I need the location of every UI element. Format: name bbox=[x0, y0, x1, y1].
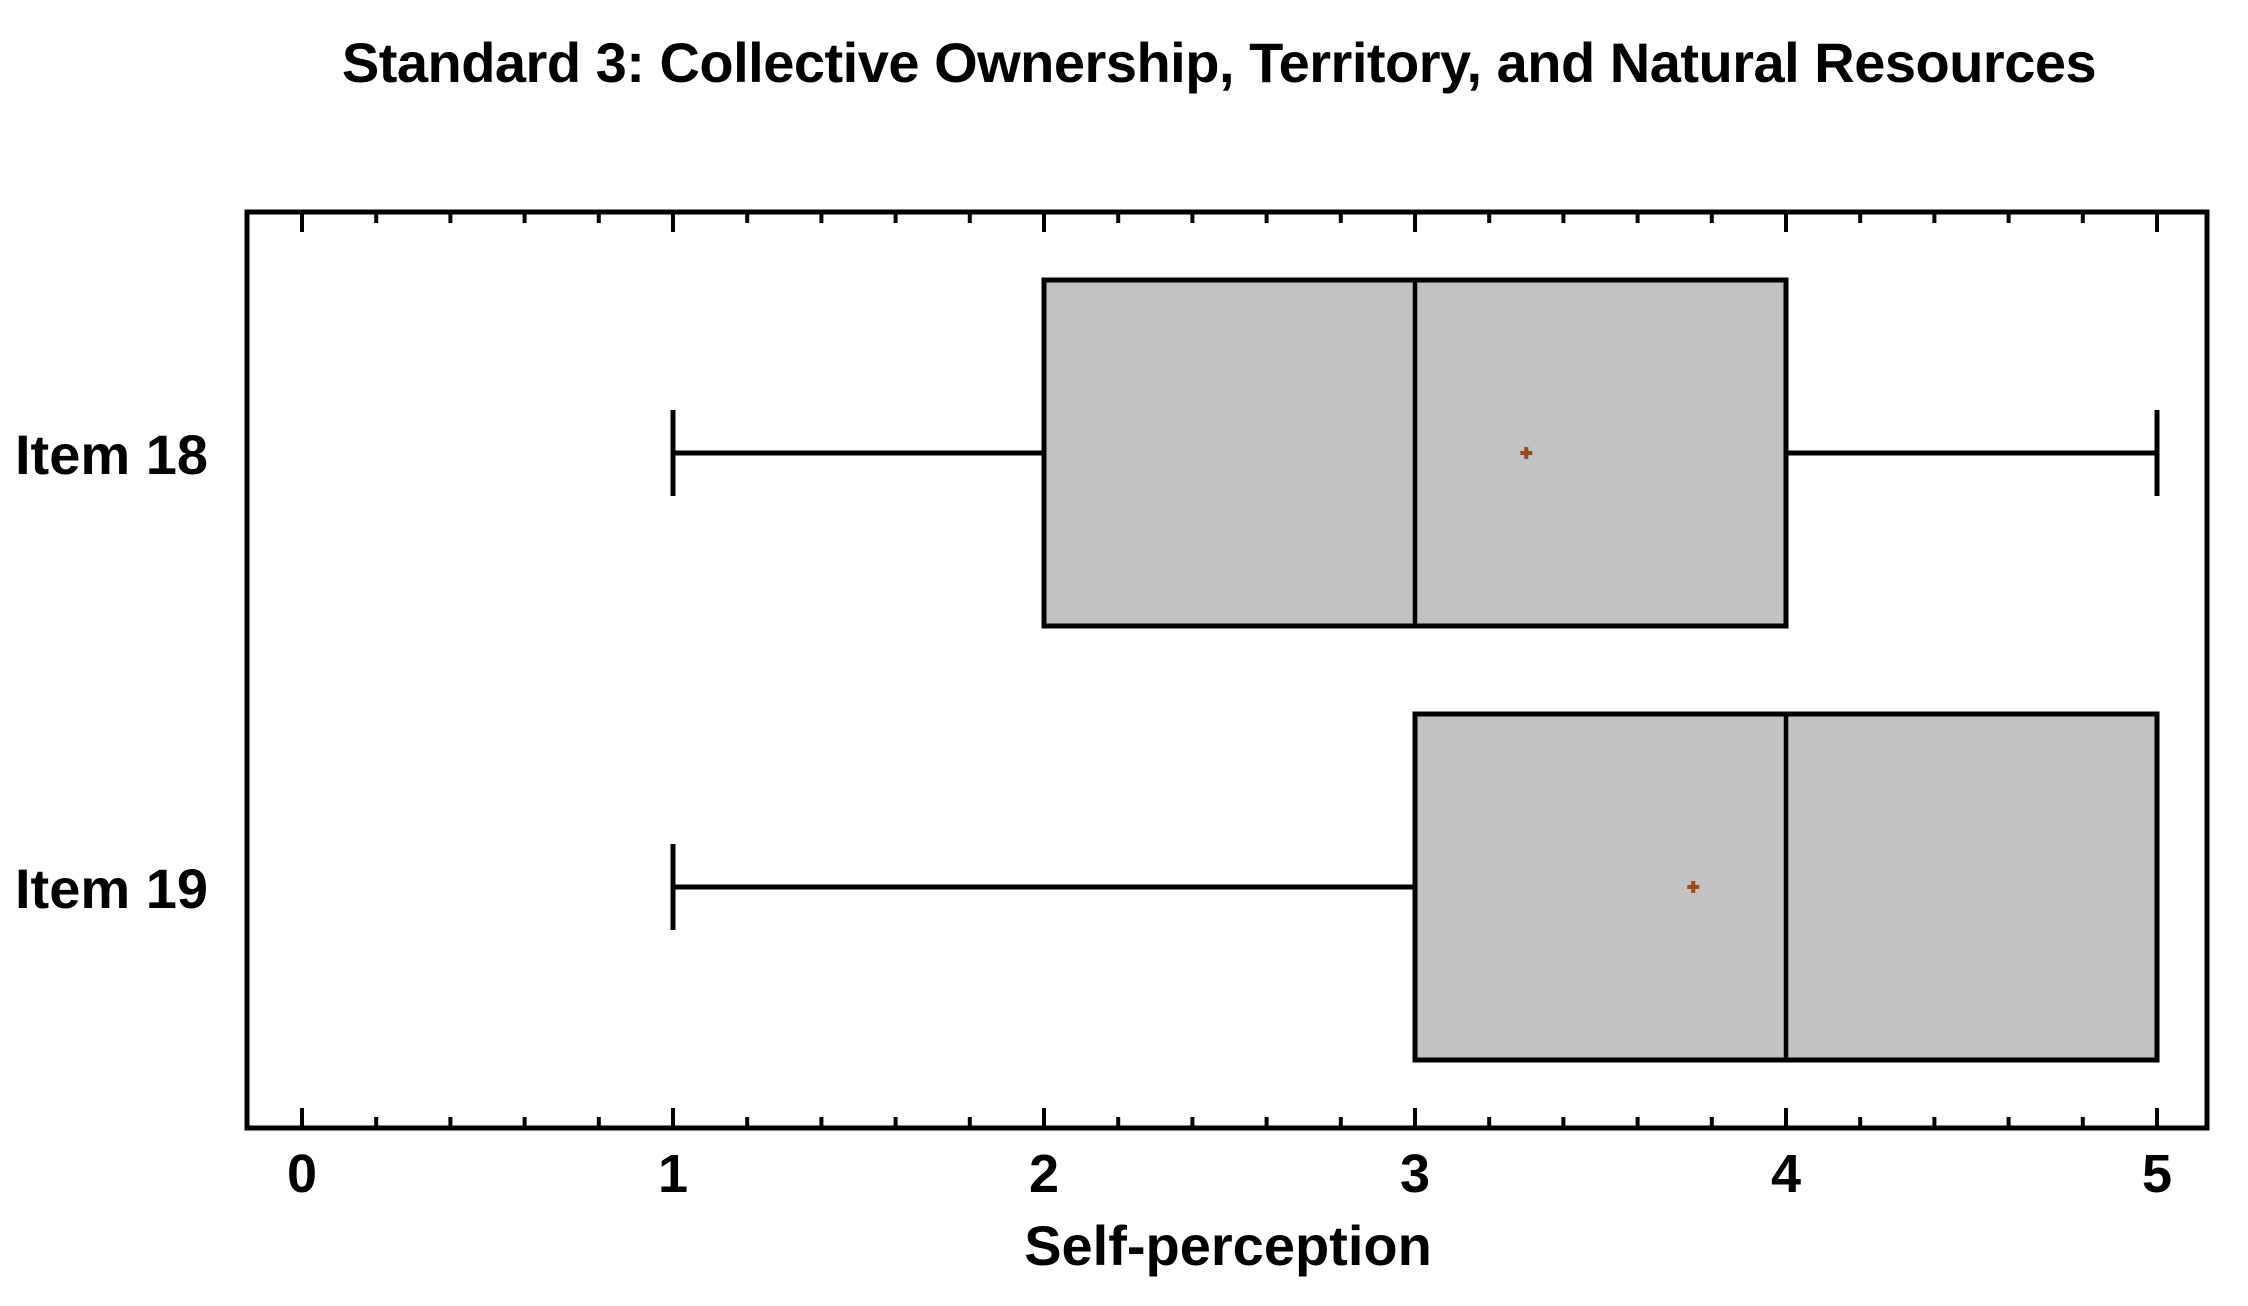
x-tick-label: 5 bbox=[2142, 1144, 2172, 1204]
category-label: Item 18 bbox=[15, 423, 208, 486]
plot-border bbox=[244, 209, 2210, 1131]
mean-marker bbox=[1520, 447, 1533, 459]
mean-marker bbox=[1687, 881, 1700, 893]
x-tick-label: 0 bbox=[287, 1144, 317, 1204]
category-label: Item 19 bbox=[15, 857, 208, 920]
x-tick-label: 3 bbox=[1400, 1144, 1430, 1204]
chart-title: Standard 3: Collective Ownership, Territ… bbox=[342, 31, 2096, 94]
x-tick-label: 2 bbox=[1029, 1144, 1059, 1204]
x-axis-title: Self-perception bbox=[1024, 1214, 1432, 1277]
x-tick-label: 1 bbox=[658, 1144, 688, 1204]
x-tick-label: 4 bbox=[1771, 1144, 1801, 1204]
plot-layer: 0 1 2 3 4 5 Item 18 Item 19 bbox=[15, 209, 2210, 1204]
